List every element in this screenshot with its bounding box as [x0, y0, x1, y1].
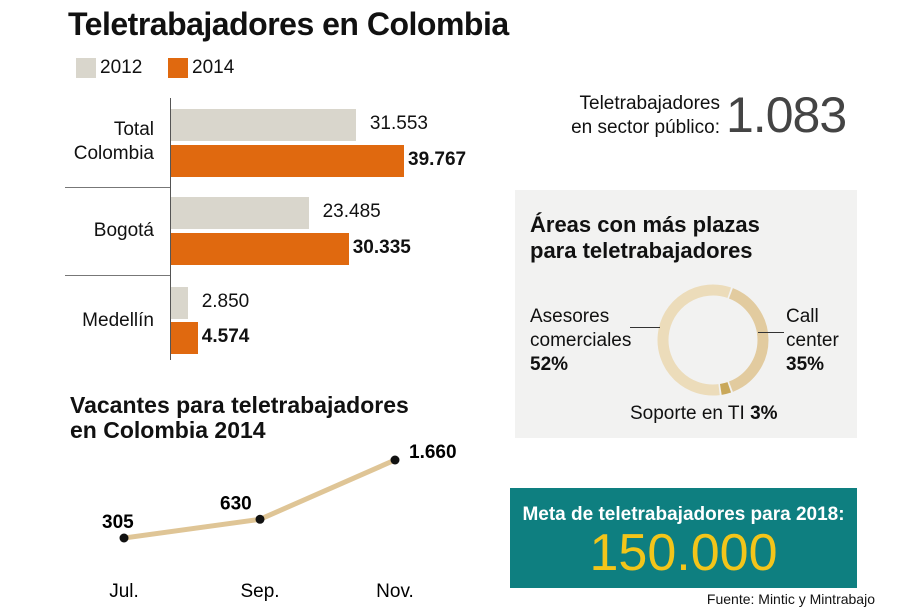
donut-slice — [728, 288, 769, 392]
bar-2014 — [171, 322, 198, 354]
category-label: Total Colombia — [64, 118, 154, 166]
infographic-title: Teletrabajadores en Colombia — [68, 6, 509, 42]
source-note: Fuente: Mintic y Mintrabajo — [706, 591, 875, 607]
goal-value: 150.000 — [589, 524, 778, 582]
bar-2012 — [171, 109, 356, 141]
bar-2014 — [171, 145, 404, 177]
public-label-line2: en sector público: — [571, 117, 720, 138]
slice-label: Asesores comerciales — [530, 306, 632, 351]
public-sector-label: Teletrabajadores en sector público: — [560, 92, 720, 140]
donut-slice — [657, 284, 732, 396]
line-point — [255, 514, 265, 524]
bar-value-label: 4.574 — [201, 326, 250, 347]
public-label-line1: Teletrabajadores — [579, 93, 720, 114]
label-soporte: Soporte en TI 3% — [630, 402, 778, 426]
bar-2012 — [171, 197, 309, 229]
bar-value-label: 23.485 — [322, 201, 381, 222]
slice-label: Soporte en TI — [630, 403, 745, 424]
line-chart-title: Vacantes para teletrabajadores en Colomb… — [70, 392, 409, 443]
bar-value-label: 2.850 — [201, 291, 250, 312]
goal-box: Meta de teletrabajadores para 2018: 150.… — [510, 488, 857, 588]
goal-label: Meta de teletrabajadores para 2018: — [522, 504, 845, 525]
legend-label-2012: 2012 — [100, 57, 143, 78]
label-call-center: Call center 35% — [786, 305, 856, 377]
divider — [65, 187, 170, 188]
line-series — [123, 457, 397, 541]
legend-swatch-2014 — [168, 58, 188, 78]
line-point — [390, 455, 400, 465]
slice-pct: 52% — [530, 354, 569, 375]
bar-value-label: 39.767 — [408, 149, 467, 170]
x-tick-label: Nov. — [376, 581, 414, 602]
x-tick-label: Jul. — [109, 581, 139, 602]
slice-label: Call center — [786, 306, 839, 351]
line-chart: 305 Jul. 630 Sep. 1.660 Nov. — [102, 442, 457, 602]
legend-swatch-2012 — [76, 58, 96, 78]
leader-line — [630, 327, 660, 328]
category-label: Bogotá — [93, 220, 154, 241]
bar-2012 — [171, 287, 188, 319]
donut-slice — [719, 382, 732, 395]
donut-title: Áreas con más plazas para teletrabajador… — [530, 212, 760, 263]
divider — [65, 275, 170, 276]
bar-axis — [170, 98, 171, 360]
label-asesores: Asesores comerciales 52% — [530, 305, 645, 377]
line-point — [119, 533, 129, 543]
x-tick-label: Sep. — [240, 581, 279, 602]
slice-pct: 3% — [750, 403, 778, 424]
areas-panel — [515, 190, 857, 438]
leader-line — [758, 332, 784, 333]
bar-value-label: 31.553 — [369, 113, 428, 134]
slice-pct: 35% — [786, 354, 825, 375]
category-label: Medellín — [82, 310, 154, 331]
donut-chart — [657, 284, 769, 396]
legend-label-2014: 2014 — [192, 57, 235, 78]
point-label: 1.660 — [409, 442, 457, 463]
bar-value-label: 30.335 — [352, 237, 411, 258]
point-label: 305 — [102, 512, 134, 533]
point-label: 630 — [220, 493, 252, 514]
category-total-colombia: Total Colombia — [73, 119, 154, 164]
public-sector-value: 1.083 — [726, 87, 847, 143]
bar-2014 — [171, 233, 349, 265]
